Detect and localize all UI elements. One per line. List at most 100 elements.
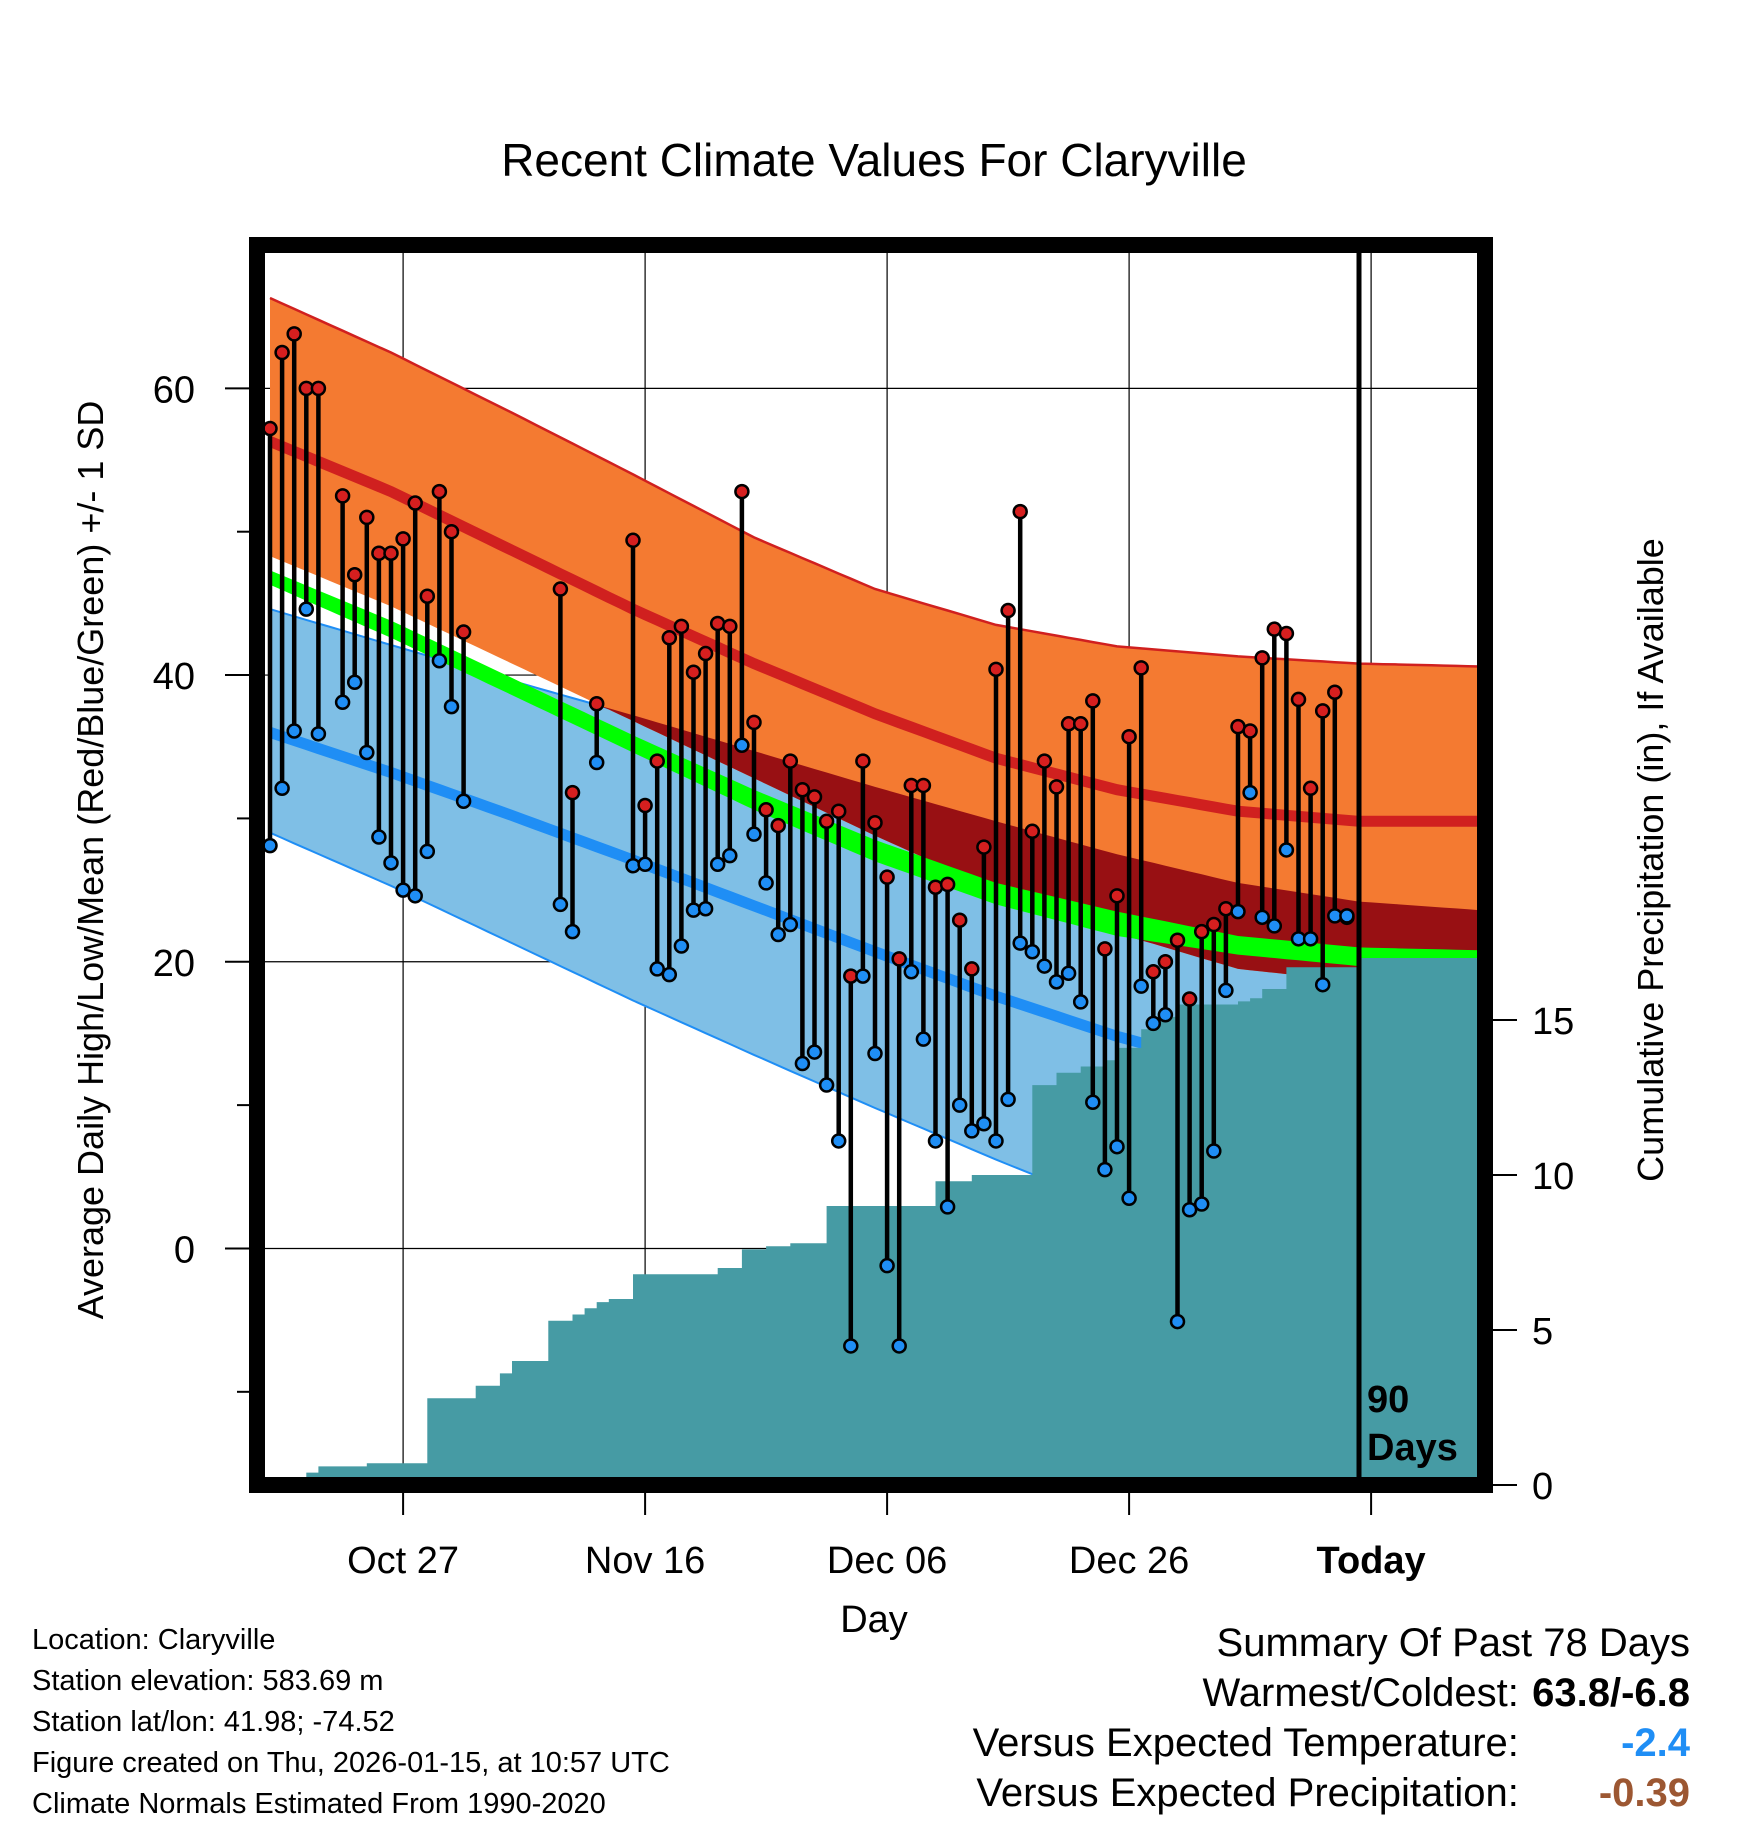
- daily-high-point: [1097, 941, 1113, 957]
- x-tick-label: Oct 27: [347, 1540, 459, 1582]
- daily-low-point: [1072, 994, 1089, 1010]
- x-tick-label: Dec 26: [1069, 1540, 1189, 1582]
- daily-low-point: [637, 856, 653, 873]
- daily-high-point: [1302, 780, 1319, 797]
- daily-low-point: [927, 1133, 944, 1149]
- daily-low-point: [964, 1123, 980, 1139]
- y-tick-label: 0: [174, 1229, 195, 1271]
- daily-low-point: [334, 694, 351, 711]
- daily-low-point: [455, 793, 472, 809]
- daily-high-point: [661, 630, 678, 646]
- daily-high-point: [915, 777, 932, 794]
- high-normal-line: [267, 436, 1480, 827]
- daily-high-point: [939, 876, 956, 893]
- summary-precip-row: Versus Expected Precipitation: -0.39: [973, 1768, 1690, 1818]
- daily-low-point: [782, 916, 799, 933]
- daily-high-point: [770, 817, 786, 834]
- daily-low-point: [1157, 1007, 1174, 1023]
- daily-low-point: [407, 888, 423, 904]
- created-text: Figure created on Thu, 2026-01-15, at 10…: [32, 1747, 670, 1779]
- daily-high-point: [1036, 753, 1053, 769]
- daily-high-point: [830, 803, 847, 819]
- daily-low-point: [1242, 784, 1258, 801]
- y2-tick-label: 15: [1532, 1001, 1574, 1043]
- y-axis-label: Average Daily High/Low/Mean (Red/Blue/Gr…: [70, 401, 111, 1320]
- daily-low-point: [867, 1045, 883, 1062]
- daily-low-point: [649, 961, 665, 977]
- daily-low-point: [1109, 1138, 1125, 1155]
- daily-low-point: [661, 966, 678, 983]
- daily-high-point: [1206, 916, 1222, 933]
- daily-low-point: [1193, 1196, 1210, 1212]
- daily-high-point: [383, 545, 399, 561]
- precip-label: Versus Expected Precipitation:: [976, 1771, 1519, 1815]
- daily-low-point: [709, 856, 726, 873]
- daily-high-point: [443, 523, 460, 540]
- daily-low-point: [1181, 1202, 1198, 1218]
- today-days-number: 90: [1367, 1379, 1409, 1421]
- axis-labels: Recent Climate Values For Claryville 0 20 4…: [70, 134, 1671, 1641]
- precip-value: -0.39: [1598, 1771, 1690, 1815]
- y-tick-label: 40: [153, 656, 195, 698]
- daily-low-point: [1024, 943, 1041, 960]
- daily-low-point: [794, 1055, 811, 1072]
- daily-low-point: [830, 1133, 847, 1149]
- plot-frame: [225, 237, 1517, 1515]
- daily-high-point: [1145, 964, 1162, 980]
- high-upper-edge: [269, 296, 1481, 668]
- daily-high-point: [685, 664, 702, 680]
- daily-high-point: [1242, 723, 1258, 739]
- daily-high-point: [625, 532, 641, 549]
- daily-low-point: [818, 1077, 835, 1093]
- daily-high-point: [1012, 503, 1028, 520]
- daily-high-point: [1085, 693, 1101, 709]
- daily-low-point: [939, 1199, 956, 1215]
- daily-high-point: [1327, 684, 1343, 701]
- daily-low-point: [770, 926, 786, 943]
- daily-high-point: [794, 781, 811, 798]
- daily-low-point: [588, 754, 605, 771]
- daily-low-point: [274, 780, 290, 797]
- daily-high-point: [855, 753, 871, 769]
- precipitation-area: [306, 958, 1480, 1485]
- daily-low-point: [1230, 903, 1246, 920]
- daily-high-point: [697, 645, 714, 662]
- daily-high-point: [758, 802, 774, 818]
- daily-low-point: [976, 1116, 992, 1132]
- daily-high-point: [1133, 660, 1149, 676]
- daily-low-point: [1169, 1313, 1186, 1330]
- daily-low-point: [1036, 958, 1053, 974]
- daily-high-point: [1157, 954, 1174, 970]
- daily-high-point: [891, 951, 907, 967]
- daily-low-point: [359, 744, 375, 761]
- daily-high-point: [988, 661, 1004, 678]
- x-tick-label: Nov 16: [585, 1540, 705, 1582]
- daily-low-point: [1218, 982, 1234, 999]
- station-info: Location: Claryville Station elevation: …: [32, 1620, 670, 1825]
- summary-panel: Summary Of Past 78 Days Warmest/Coldest:…: [973, 1618, 1690, 1818]
- daily-high-point: [419, 588, 436, 604]
- daily-high-point: [588, 695, 605, 712]
- daily-low-point: [298, 601, 315, 617]
- daily-low-point: [758, 875, 774, 891]
- y-tick-label: 20: [153, 943, 195, 985]
- daily-low-point: [346, 674, 363, 690]
- daily-low-point: [286, 723, 302, 739]
- daily-low-point: [395, 882, 411, 898]
- daily-low-point: [1060, 965, 1077, 981]
- daily-low-point: [262, 837, 278, 854]
- daily-high-point: [637, 797, 653, 814]
- daily-high-point: [564, 784, 581, 801]
- daily-low-point: [988, 1133, 1004, 1149]
- daily-low-point: [383, 855, 399, 871]
- daily-low-point: [552, 896, 569, 913]
- daily-low-point: [855, 968, 871, 984]
- daily-high-point: [722, 618, 738, 635]
- daily-high-point: [879, 869, 895, 885]
- daily-low-point: [903, 964, 920, 980]
- daily-low-point: [1085, 1094, 1101, 1110]
- daily-low-point: [951, 1097, 968, 1113]
- high-low-overlap-band: [270, 609, 1480, 982]
- cumulative-precip-area: [306, 958, 1480, 1485]
